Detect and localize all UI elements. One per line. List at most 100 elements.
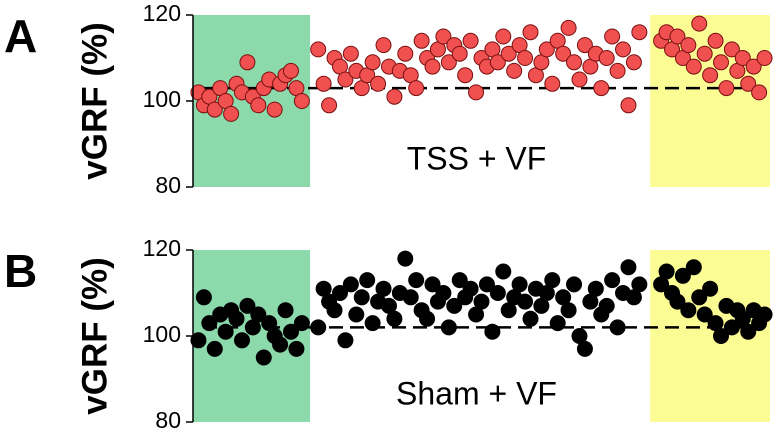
data-point [571, 71, 588, 88]
data-point [277, 302, 294, 319]
data-point [397, 45, 414, 62]
data-point [282, 323, 299, 340]
data-point [413, 32, 430, 49]
data-point [566, 54, 583, 71]
data-point [462, 280, 479, 297]
data-point [408, 80, 425, 97]
data-point [462, 32, 479, 49]
data-point [239, 297, 256, 314]
data-point [359, 272, 376, 289]
data-point [364, 54, 381, 71]
data-point [718, 80, 735, 97]
data-point [560, 19, 577, 36]
data-point [696, 45, 713, 62]
data-point [321, 97, 338, 114]
data-point [587, 280, 604, 297]
data-point [625, 54, 642, 71]
data-point [713, 328, 730, 344]
data-point [560, 302, 577, 319]
data-point [402, 289, 419, 306]
data-point [517, 50, 534, 66]
data-point [206, 340, 223, 357]
data-point [195, 289, 212, 306]
data-point [751, 84, 768, 101]
data-point [337, 71, 354, 88]
data-point [478, 276, 495, 293]
data-point [745, 58, 762, 75]
data-point [511, 276, 528, 293]
data-point [288, 340, 305, 357]
data-point [604, 28, 621, 45]
data-point [468, 84, 485, 101]
data-point [680, 37, 697, 54]
data-point [702, 280, 719, 297]
data-point [517, 293, 534, 310]
data-point [223, 105, 240, 122]
data-point [233, 332, 250, 349]
data-point [669, 293, 686, 310]
data-point [549, 315, 566, 332]
annotation: TSS + VF [407, 140, 547, 176]
data-point [206, 101, 223, 118]
data-point [217, 323, 234, 340]
data-point [272, 336, 289, 353]
data-point [353, 289, 370, 306]
data-point [685, 58, 702, 75]
data-point [538, 41, 555, 58]
data-point [506, 62, 523, 79]
data-point [555, 45, 572, 62]
data-point [315, 75, 332, 92]
data-point [620, 97, 637, 114]
data-point [631, 276, 648, 293]
data-point [201, 315, 218, 332]
data-point [631, 24, 648, 41]
data-point [740, 75, 757, 92]
data-point [696, 306, 713, 323]
data-point [522, 310, 539, 327]
data-point [266, 101, 283, 118]
data-point [489, 54, 506, 71]
data-point [702, 67, 719, 84]
y-axis-label: vGRF (%) [75, 22, 114, 180]
data-point [435, 285, 452, 301]
data-point [451, 272, 468, 289]
panel-label: A [4, 10, 37, 62]
data-point [473, 293, 490, 310]
data-point [734, 50, 751, 66]
data-point [342, 276, 359, 293]
data-point [424, 58, 441, 75]
data-point [604, 272, 621, 289]
y-axis-label: vGRF (%) [75, 257, 114, 415]
data-point [440, 54, 457, 71]
data-point [609, 319, 626, 336]
data-point [691, 15, 708, 32]
data-point [495, 28, 512, 45]
data-point [375, 280, 392, 297]
y-tick-label: 100 [143, 321, 181, 347]
data-point [255, 349, 272, 366]
data-point [293, 93, 310, 109]
data-point [282, 62, 299, 79]
data-point [500, 45, 517, 62]
annotation: Sham + VF [396, 375, 557, 411]
data-point [250, 97, 267, 114]
data-point [489, 285, 506, 301]
data-point [495, 263, 512, 280]
data-point [457, 67, 474, 84]
y-tick-label: 80 [155, 172, 181, 198]
data-point [190, 332, 207, 349]
data-point [386, 310, 403, 327]
y-tick-label: 100 [143, 86, 181, 112]
data-point [440, 319, 457, 336]
data-point [364, 315, 381, 332]
data-point [522, 24, 539, 41]
data-point [620, 259, 637, 276]
data-point [544, 272, 561, 289]
data-point [310, 319, 327, 336]
data-point [615, 41, 632, 58]
data-point [250, 306, 267, 323]
data-point [375, 37, 392, 54]
data-point [239, 54, 256, 71]
data-point [713, 54, 730, 71]
